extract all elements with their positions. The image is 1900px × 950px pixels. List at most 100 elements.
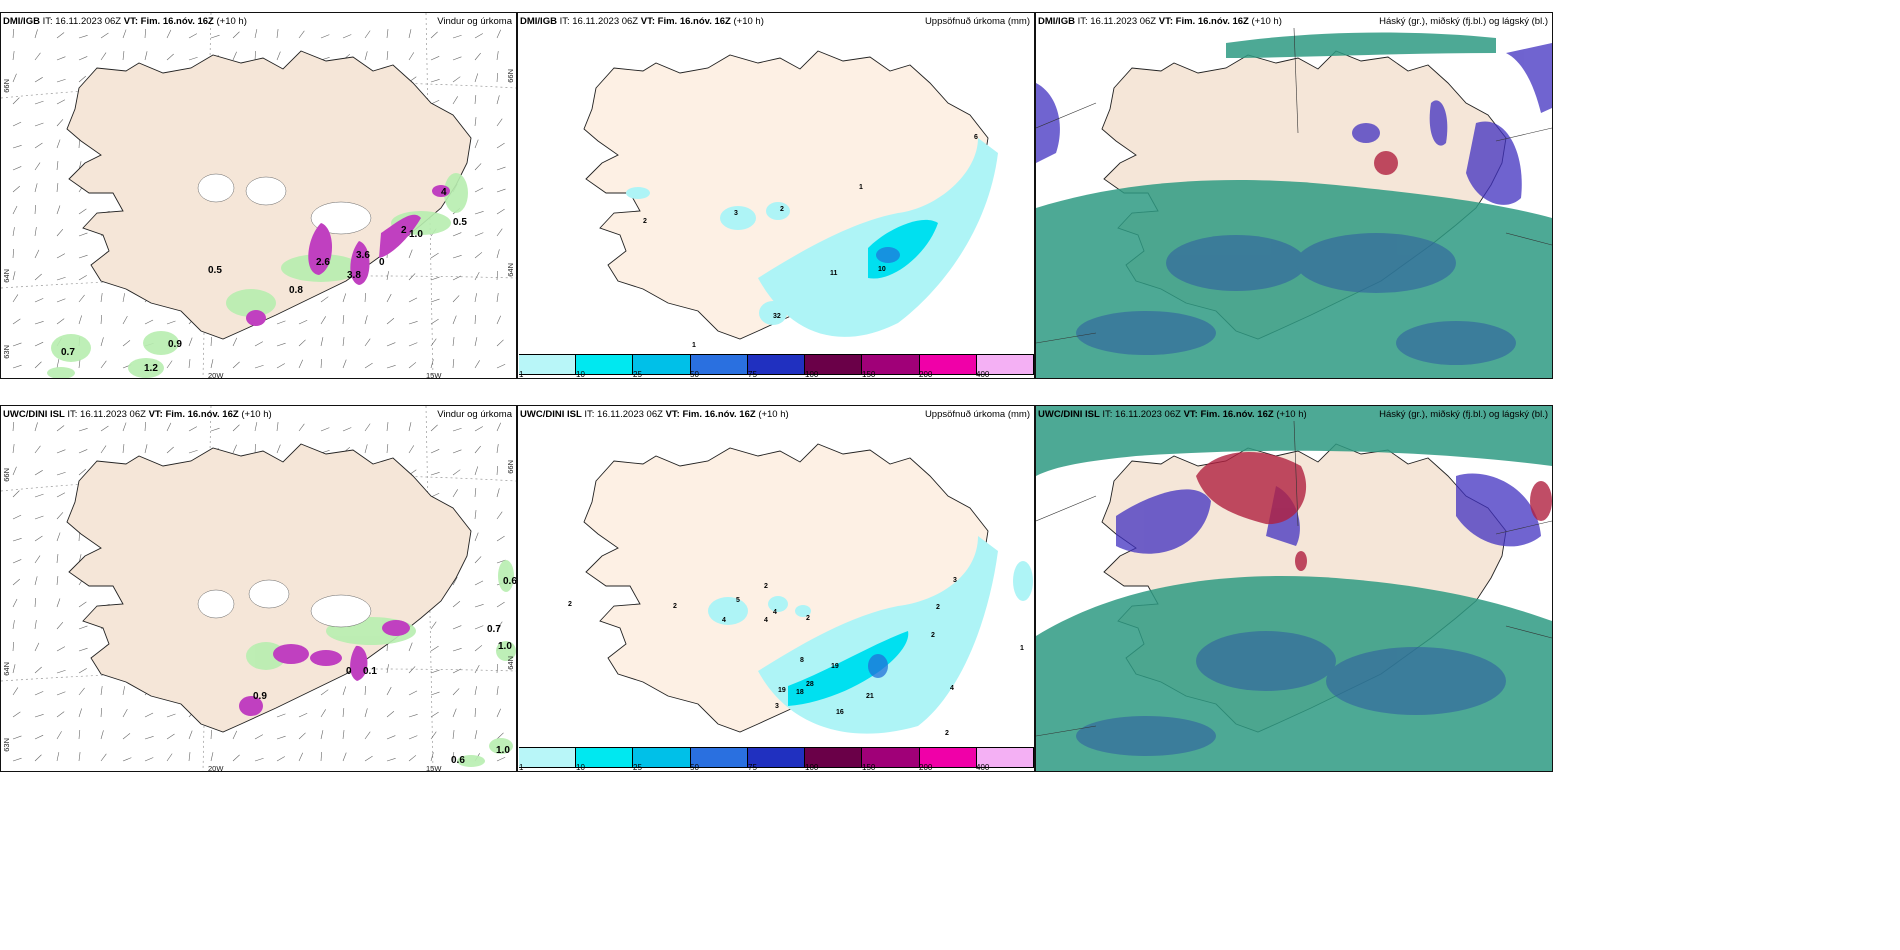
accum-cyan (788, 631, 909, 706)
colorbar-swatch (919, 355, 977, 374)
lat-label: 64N (506, 656, 515, 670)
wind-barb (452, 359, 455, 369)
map-canvas: 1 3 2 6 11 10 32 1 2 (583, 50, 998, 349)
wind-barb (56, 576, 59, 586)
wind-barb (276, 756, 285, 762)
wind-barb (452, 730, 455, 740)
wind-barb (56, 512, 64, 520)
svg-text:2: 2 (401, 225, 407, 236)
wind-barb (386, 318, 395, 325)
svg-text:18: 18 (796, 689, 804, 696)
wind-barb (100, 730, 104, 740)
svg-text:32: 32 (773, 313, 781, 320)
wind-barb (452, 337, 455, 347)
wind-barb (78, 56, 88, 61)
wind-barb (34, 183, 38, 193)
wind-barb (56, 119, 64, 127)
wind-barb (386, 271, 389, 281)
wind-barb (12, 121, 22, 127)
wind-barb (78, 625, 88, 630)
wind-barb (12, 642, 14, 652)
wind-barb (166, 53, 174, 61)
wind-barb (298, 319, 308, 325)
wind-barb (496, 488, 500, 498)
wind-barb (496, 51, 499, 61)
wind-barb (34, 734, 44, 740)
wind-barb (496, 732, 504, 740)
wind-barb (12, 97, 20, 105)
wind-barb (342, 427, 352, 432)
lat-label: 64N (2, 662, 11, 676)
panel-title: Vindur og úrkoma (437, 16, 512, 27)
wind-barb (452, 255, 462, 259)
wind-barb (12, 166, 22, 171)
wind-barb (166, 446, 174, 454)
wind-barb (56, 532, 61, 542)
wind-barb (34, 298, 44, 303)
wind-barb (386, 444, 389, 454)
wind-barb (78, 208, 87, 215)
wind-barb (210, 752, 214, 762)
panel-header: UWC/DINI ISL IT: 16.11.2023 06Z VT: Fim.… (520, 409, 1030, 420)
colorbar-swatch (576, 748, 634, 767)
wind-barb (56, 359, 60, 369)
wind-barb (100, 425, 109, 432)
wind-barb (12, 620, 15, 630)
wind-barb (474, 730, 478, 740)
wind-barb (408, 321, 418, 325)
wind-barb (386, 29, 389, 39)
wind-barb (364, 30, 371, 39)
wind-barb (166, 29, 172, 39)
wind-barb (188, 56, 198, 61)
wind-barb (254, 734, 263, 740)
wind-barb (386, 735, 396, 740)
wind-barb (78, 75, 86, 83)
wind-barb (12, 364, 22, 369)
wind-barb (232, 444, 237, 454)
colorbar-swatch (747, 748, 806, 767)
wind-barb (188, 337, 193, 347)
svg-text:0.9: 0.9 (253, 691, 267, 702)
wind-barb (144, 319, 154, 325)
wind-barb (364, 362, 373, 369)
wind-barb (320, 427, 330, 432)
red-cloud (1374, 151, 1398, 175)
wind-barb (474, 510, 477, 520)
svg-text:4: 4 (773, 609, 777, 616)
wind-barb (452, 601, 461, 608)
wind-barb (166, 733, 175, 740)
svg-text:1.0: 1.0 (498, 641, 512, 652)
wind-barb (452, 625, 462, 630)
wind-barb (78, 139, 80, 149)
wind-barb (100, 445, 107, 454)
wind-barb (474, 466, 479, 476)
wind-barb (474, 686, 477, 696)
svg-text:1: 1 (859, 184, 863, 191)
wind-barb (496, 271, 499, 281)
wind-barb (496, 708, 501, 718)
wind-barb (56, 425, 65, 432)
wind-barb (386, 664, 389, 674)
panel-header: UWC/DINI ISL IT: 16.11.2023 06Z VT: Fim.… (1038, 409, 1548, 420)
wind-barb (78, 359, 81, 369)
colorbar-swatch (633, 748, 691, 767)
colorbar-swatch (633, 355, 691, 374)
accum-light (626, 138, 998, 337)
wind-barb (34, 341, 44, 347)
wind-barb (78, 647, 88, 652)
svg-text:2: 2 (780, 206, 784, 213)
wind-barb (452, 427, 462, 432)
wind-barb (496, 29, 502, 39)
wind-barb (474, 604, 484, 608)
wind-barb (386, 342, 396, 347)
wind-barb (122, 315, 128, 325)
wind-barb (254, 29, 258, 39)
wind-barb (12, 578, 20, 586)
wind-barb (298, 359, 304, 369)
wind-barb (320, 689, 329, 696)
wind-barb (122, 29, 127, 39)
wind-barb (12, 185, 20, 193)
wind-barb (386, 686, 392, 696)
wind-barb (430, 669, 440, 674)
wind-barb (474, 33, 483, 39)
